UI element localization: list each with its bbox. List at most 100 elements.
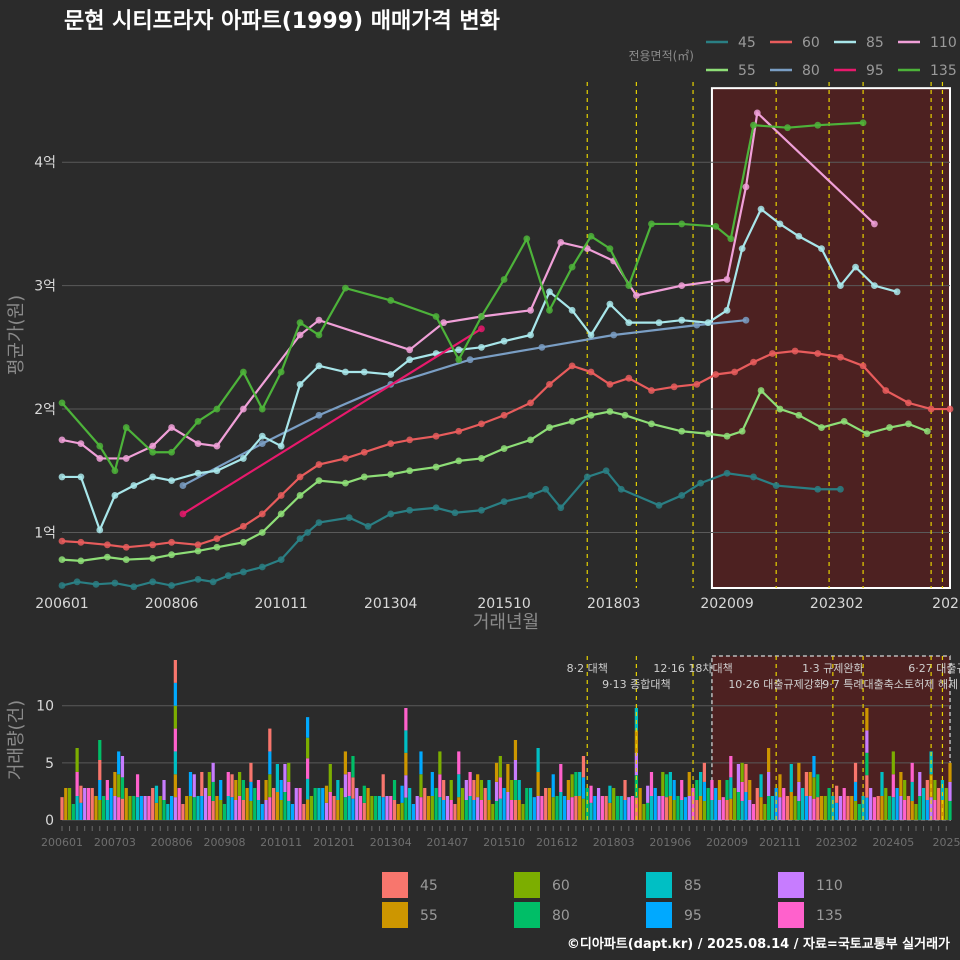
volume-x-tick-label: 202111 [759, 836, 801, 849]
volume-bar-segment [623, 800, 627, 820]
volume-bar-segment [400, 802, 404, 820]
data-point-110 [122, 455, 130, 462]
volume-bar-segment [249, 762, 253, 782]
volume-bar-segment [725, 780, 729, 800]
data-point-55 [277, 510, 285, 518]
x-axis-title: 거래년월 [473, 612, 539, 633]
volume-bar-segment [392, 800, 397, 820]
data-point-45 [194, 575, 202, 583]
y-tick-label: 1억 [34, 525, 56, 541]
volume-x-tick-label: 202302 [816, 836, 858, 849]
volume-bar-segment [574, 796, 578, 820]
data-point-110 [406, 346, 414, 354]
volume-bar-segment [702, 800, 706, 820]
data-point-85 [871, 282, 878, 290]
volume-bar-segment [865, 797, 869, 820]
volume-bar-segment [192, 797, 196, 820]
volume-bar-segment [336, 800, 340, 820]
volume-bar-segment [226, 772, 230, 796]
data-point-80 [538, 343, 546, 351]
volume-bar-segment [763, 804, 767, 820]
policy-event-label: 9·7 특례대출축소 [822, 678, 904, 691]
data-point-45 [364, 522, 372, 530]
volume-bar-segment [404, 730, 408, 753]
data-point-135 [500, 276, 508, 283]
volume-bar-segment [181, 804, 185, 820]
volume-bar-segment [154, 785, 159, 803]
data-point-60 [239, 522, 247, 530]
volume-bar-segment [676, 796, 680, 820]
volume-bar-segment [729, 756, 733, 778]
data-point-55 [213, 543, 221, 551]
data-point-110 [871, 220, 878, 228]
volume-bar-segment [249, 800, 253, 820]
volume-bar-segment [358, 796, 363, 820]
data-point-55 [795, 411, 803, 419]
volume-bar-segment [173, 797, 177, 820]
data-point-135 [455, 356, 463, 364]
volume-bar-segment [438, 797, 442, 820]
data-point-45 [451, 509, 459, 517]
data-point-135 [213, 405, 221, 413]
volume-bar-segment [498, 777, 502, 799]
data-point-135 [606, 245, 614, 253]
data-point-85 [168, 477, 175, 485]
volume-x-tick-label: 20250 [933, 836, 960, 849]
volume-bar-segment [392, 780, 397, 800]
data-point-110 [557, 239, 565, 246]
volume-x-tick-label: 201407 [426, 836, 468, 849]
volume-bar-segment [302, 804, 306, 820]
data-point-45 [111, 579, 119, 587]
volume-bar-segment [113, 772, 117, 796]
volume-bar-segment [457, 751, 461, 775]
volume-legend-swatch-95 [646, 902, 672, 928]
data-point-55 [587, 411, 595, 419]
price-chart: 1억 2억 3억 4억 200601 200806 201011 201304 201510 20… [6, 82, 960, 633]
volume-bar-segment [698, 772, 703, 796]
volume-bar-segment [910, 800, 914, 820]
data-point-45 [655, 501, 663, 509]
volume-bar-segment [328, 792, 332, 820]
volume-bar-segment [525, 788, 529, 820]
volume-bar-segment [226, 796, 230, 820]
volume-bar-segment [256, 780, 261, 800]
x-tick-label: 201510 [477, 596, 530, 612]
volume-bar-segment [695, 800, 699, 820]
data-point-135 [712, 222, 720, 230]
volume-bar-segment [442, 800, 446, 820]
volume-bar-segment [457, 797, 461, 820]
volume-bar-segment [192, 774, 196, 798]
volume-bar-segment [914, 804, 918, 820]
volume-bar-segment [710, 780, 714, 800]
data-point-85 [625, 319, 633, 327]
data-point-55 [387, 471, 395, 478]
volume-bar-segment [880, 796, 884, 820]
volume-bar-segment [313, 788, 317, 820]
volume-bar-segment [230, 797, 234, 820]
volume-bar-segment [343, 774, 348, 798]
volume-bar-segment [559, 764, 563, 792]
data-point-110 [678, 282, 686, 290]
data-point-60 [315, 461, 323, 468]
volume-bar-segment [219, 780, 223, 800]
data-point-80 [610, 331, 618, 339]
volume-bar-segment [98, 800, 102, 820]
volume-bar-segment [351, 756, 355, 778]
data-point-55 [527, 436, 534, 444]
volume-bar-segment [340, 788, 344, 820]
volume-bar-segment [736, 792, 740, 820]
data-point-45 [149, 578, 157, 586]
data-point-135 [342, 284, 349, 292]
data-point-60 [213, 535, 221, 543]
volume-bar-segment [351, 777, 355, 799]
policy-event-label: 10·26 대출규제강화 [728, 678, 824, 691]
volume-bar-segment [158, 796, 162, 820]
volume-bar-segment [808, 772, 812, 796]
volume-bar-segment [241, 800, 245, 820]
volume-bar-segment [566, 780, 570, 800]
volume-bar-segment [419, 774, 423, 798]
volume-bar-segment [710, 800, 714, 820]
volume-bar-segment [268, 751, 272, 775]
data-point-45 [304, 529, 312, 536]
volume-bar-segment [404, 775, 408, 798]
